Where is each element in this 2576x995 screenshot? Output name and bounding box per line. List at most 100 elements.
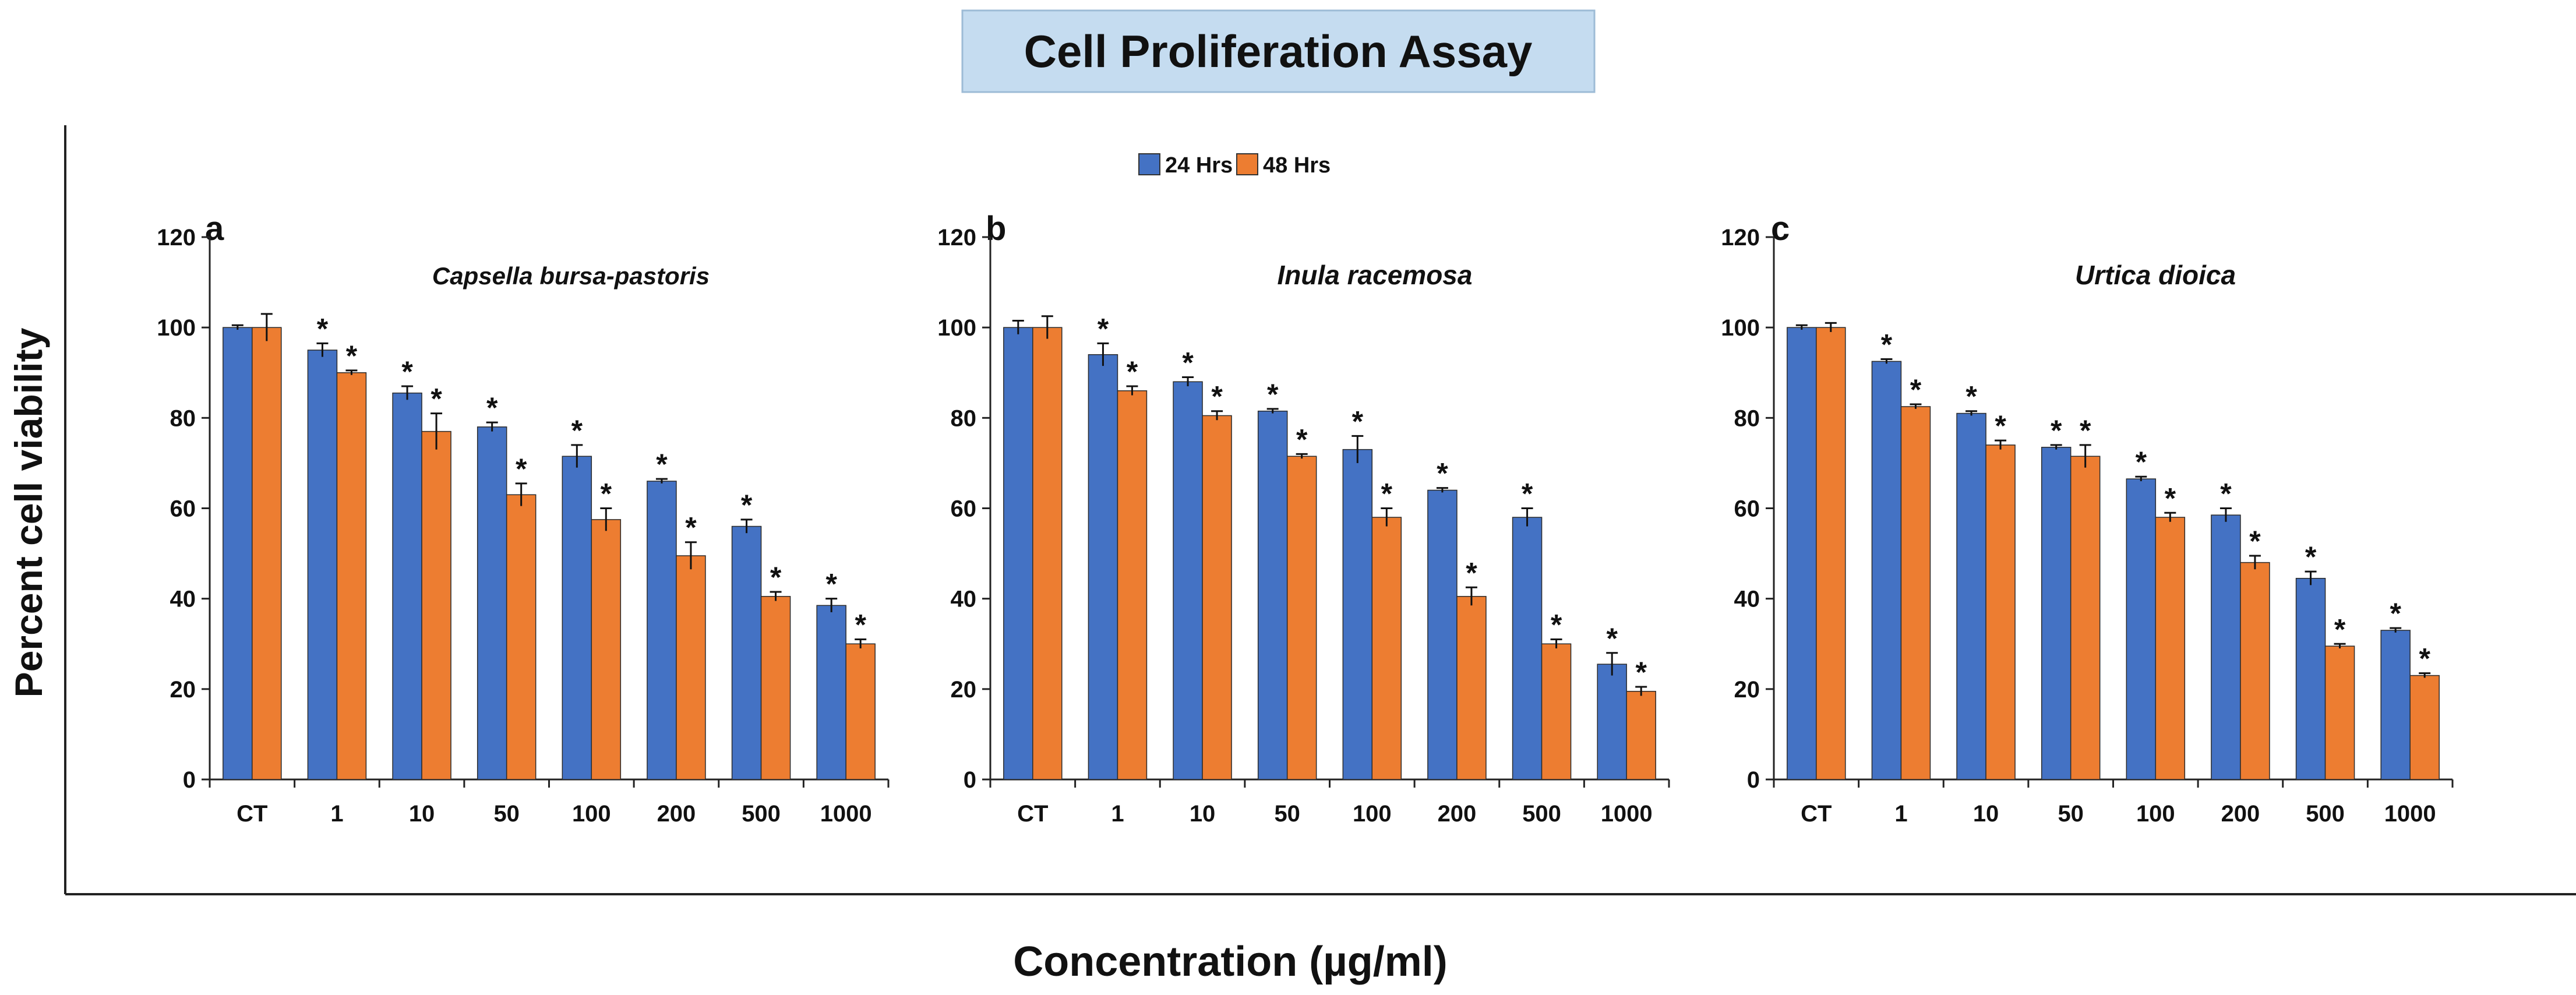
bar-24hrs — [1088, 354, 1118, 780]
y-tick-label: 120 — [157, 225, 196, 250]
significance-marker: * — [2305, 541, 2317, 573]
bar-24hrs — [477, 426, 507, 780]
y-tick-label: 80 — [1734, 405, 1760, 431]
significance-marker: * — [855, 608, 866, 641]
significance-marker: * — [346, 340, 358, 372]
significance-marker: * — [1965, 380, 1977, 413]
significance-marker: * — [1881, 328, 1893, 361]
bar-48hrs — [1117, 390, 1148, 780]
panel-c-species-title: Urtica dioica — [2075, 260, 2236, 290]
bar-24hrs — [1173, 381, 1203, 780]
bar-24hrs — [1956, 412, 1986, 780]
y-tick-label: 120 — [937, 225, 976, 250]
y-tick-label: 100 — [937, 315, 976, 341]
panel-letter-a: a — [205, 210, 224, 248]
significance-marker: * — [741, 489, 753, 521]
significance-marker: * — [2419, 643, 2430, 675]
bar-48hrs — [1985, 444, 2016, 780]
bar-48hrs — [506, 494, 537, 780]
legend-label-24hrs: 24 Hrs — [1165, 153, 1233, 178]
panel-b-species-title: Inula racemosa — [1278, 260, 1473, 290]
significance-marker: * — [1182, 347, 1194, 379]
x-tick-label: 1000 — [820, 801, 872, 827]
y-tick-label: 20 — [951, 677, 977, 703]
panel-a-species-title: Capsella bursa-pastoris — [432, 262, 710, 290]
significance-marker: * — [1551, 608, 1562, 641]
x-tick-label: 500 — [1522, 801, 1561, 827]
bar-24hrs — [392, 392, 422, 780]
significance-marker: * — [2136, 446, 2147, 478]
significance-marker: * — [571, 414, 583, 447]
figure-title: Cell Proliferation Assay — [1024, 26, 1533, 77]
y-tick-label: 100 — [157, 315, 196, 341]
bar-48hrs — [2155, 517, 2186, 780]
bar-48hrs — [845, 643, 876, 780]
bar-48hrs — [1286, 456, 1317, 780]
bar-24hrs — [1003, 327, 1033, 780]
x-tick-label: 10 — [409, 801, 435, 827]
y-tick-label: 0 — [1747, 767, 1760, 793]
significance-marker: * — [1995, 410, 2006, 442]
significance-marker: * — [2220, 478, 2232, 510]
significance-marker: * — [1211, 380, 1223, 413]
bar-24hrs — [562, 456, 592, 780]
x-tick-label: 1000 — [1601, 801, 1653, 827]
bar-48hrs — [1816, 327, 1846, 780]
y-tick-label: 40 — [170, 587, 196, 612]
x-tick-label: 10 — [1973, 801, 1999, 827]
y-tick-label: 80 — [951, 405, 977, 431]
significance-marker: * — [2051, 414, 2062, 447]
figure-title-box: Cell Proliferation Assay — [961, 9, 1596, 93]
x-axis-label: Concentration (µg/ml) — [1013, 938, 1447, 985]
significance-marker: * — [2390, 597, 2401, 630]
panel-letter-b: b — [986, 210, 1006, 248]
significance-marker: * — [770, 561, 782, 594]
x-tick-label: 100 — [2136, 801, 2175, 827]
bar-24hrs — [1787, 327, 1817, 780]
x-tick-label: CT — [1017, 801, 1048, 827]
significance-marker: * — [2249, 525, 2261, 558]
x-tick-label: 1 — [330, 801, 343, 827]
significance-marker: * — [1098, 312, 1109, 345]
bar-24hrs — [1342, 449, 1373, 780]
significance-marker: * — [486, 391, 498, 424]
bar-48hrs — [1900, 406, 1931, 780]
significance-marker: * — [1606, 622, 1618, 655]
x-tick-label: 100 — [1353, 801, 1392, 827]
legend-swatch-24hrs — [1138, 153, 1160, 175]
y-tick-label: 40 — [1734, 587, 1760, 612]
panel-a: a Capsella bursa-pastoris 02040608010012… — [157, 210, 890, 827]
significance-marker: * — [1635, 656, 1647, 689]
bar-24hrs — [647, 481, 677, 780]
x-tick-label: 50 — [2058, 801, 2084, 827]
x-tick-label: 1 — [1111, 801, 1124, 827]
y-tick-label: 60 — [951, 496, 977, 522]
bar-48hrs — [1456, 596, 1487, 780]
x-tick-label: 200 — [657, 801, 696, 827]
significance-marker: * — [401, 355, 413, 388]
bar-48hrs — [591, 519, 622, 780]
significance-marker: * — [1381, 478, 1393, 510]
significance-marker: * — [1127, 355, 1138, 388]
bar-48hrs — [1032, 327, 1063, 780]
x-tick-label: 500 — [742, 801, 781, 827]
y-tick-label: 60 — [170, 496, 196, 522]
x-tick-label: 100 — [572, 801, 611, 827]
x-tick-label: CT — [237, 801, 267, 827]
bar-48hrs — [2409, 675, 2440, 780]
significance-marker: * — [2165, 482, 2176, 514]
y-tick-label: 100 — [1721, 315, 1760, 341]
legend-label-48hrs: 48 Hrs — [1263, 153, 1331, 178]
y-tick-label: 0 — [964, 767, 976, 793]
bar-24hrs — [2295, 578, 2326, 780]
bar-48hrs — [1202, 415, 1232, 780]
bar-24hrs — [307, 350, 338, 780]
significance-marker: * — [430, 383, 442, 415]
bar-48hrs — [2070, 456, 2101, 780]
significance-marker: * — [1267, 378, 1279, 411]
significance-marker: * — [656, 448, 668, 481]
y-tick-label: 20 — [1734, 677, 1760, 703]
y-tick-label: 0 — [183, 767, 196, 793]
